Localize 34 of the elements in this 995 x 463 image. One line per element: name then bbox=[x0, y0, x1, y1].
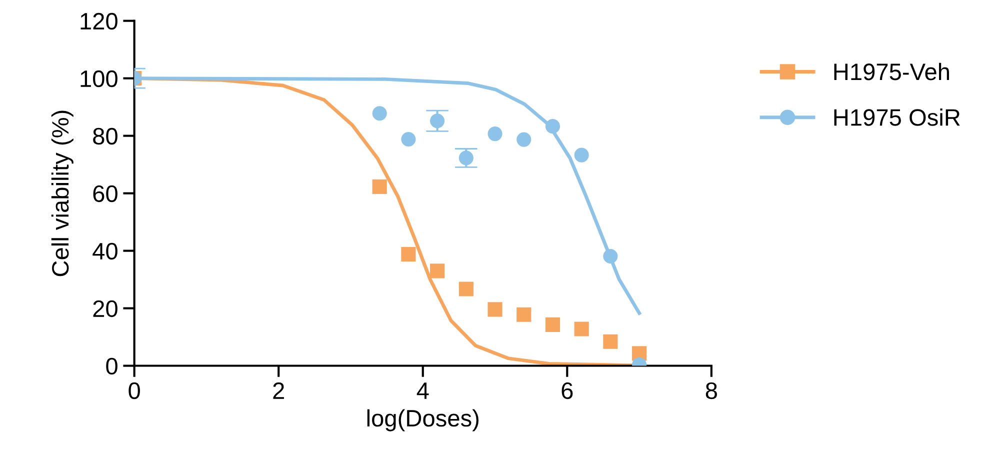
y-tick-label: 80 bbox=[93, 128, 118, 145]
point bbox=[401, 246, 416, 262]
point bbox=[516, 307, 532, 322]
y-tick-label: 40 bbox=[92, 242, 118, 260]
x-tick-label: 6 bbox=[562, 382, 573, 400]
x-tick-label: 2 bbox=[273, 382, 284, 399]
point bbox=[545, 119, 560, 134]
point bbox=[458, 282, 474, 296]
point bbox=[603, 334, 618, 349]
point bbox=[516, 132, 532, 147]
point bbox=[574, 322, 589, 336]
point bbox=[401, 132, 416, 147]
point bbox=[372, 179, 387, 194]
point bbox=[603, 248, 618, 264]
x-tick-label: 8 bbox=[706, 382, 717, 400]
point bbox=[430, 114, 445, 128]
x-tick-label: 4 bbox=[416, 382, 429, 399]
y-tick-label: 100 bbox=[80, 70, 118, 88]
legend-label: H1975-Veh bbox=[834, 62, 949, 80]
point bbox=[545, 317, 560, 332]
y-tick-label: 120 bbox=[80, 12, 118, 30]
point bbox=[488, 302, 502, 317]
x-tick-label: 0 bbox=[128, 382, 140, 400]
y-tick-label: 0 bbox=[106, 358, 118, 375]
x-axis-title: log(Doses) bbox=[367, 409, 478, 432]
point bbox=[430, 264, 445, 278]
y-tick-label: 60 bbox=[93, 185, 118, 202]
point bbox=[372, 106, 387, 121]
y-tick-label: 20 bbox=[93, 300, 118, 318]
point bbox=[458, 150, 474, 166]
legend-label: H1975 OsiR bbox=[834, 108, 960, 126]
point bbox=[574, 148, 589, 162]
point bbox=[488, 126, 502, 142]
y-axis-title: Cell viability (%) bbox=[51, 110, 74, 276]
